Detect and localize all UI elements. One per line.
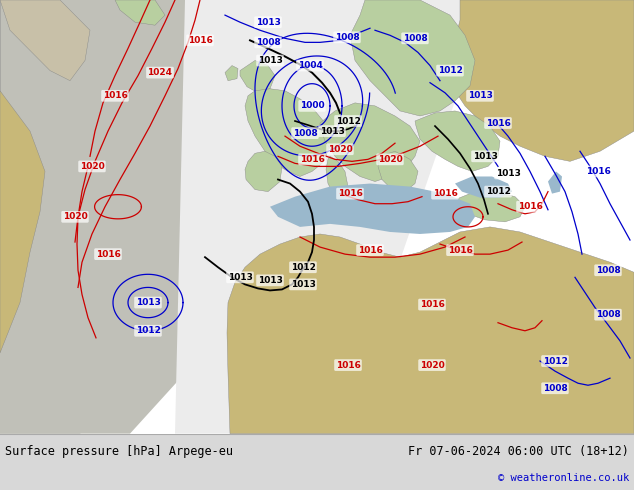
Text: 1013: 1013 — [257, 276, 282, 285]
Text: 1016: 1016 — [188, 36, 212, 45]
Polygon shape — [175, 0, 490, 434]
Polygon shape — [270, 184, 475, 234]
Text: © weatheronline.co.uk: © weatheronline.co.uk — [498, 473, 629, 483]
Text: 1008: 1008 — [335, 33, 359, 42]
Polygon shape — [450, 192, 525, 222]
Polygon shape — [245, 89, 330, 176]
Text: 1020: 1020 — [63, 212, 87, 221]
Polygon shape — [378, 151, 418, 192]
Text: 1016: 1016 — [358, 245, 382, 255]
Text: 1013: 1013 — [228, 273, 252, 282]
Polygon shape — [548, 172, 562, 194]
Text: 1008: 1008 — [293, 128, 318, 138]
Polygon shape — [0, 0, 295, 434]
Text: 1016: 1016 — [96, 249, 120, 259]
Text: 1020: 1020 — [328, 145, 353, 154]
Text: Surface pressure [hPa] Arpege-eu: Surface pressure [hPa] Arpege-eu — [5, 445, 233, 458]
Text: 1013: 1013 — [256, 18, 280, 26]
Polygon shape — [450, 0, 634, 161]
Text: 1016: 1016 — [299, 155, 325, 164]
Text: 1008: 1008 — [543, 384, 567, 393]
Text: 1013: 1013 — [136, 298, 160, 307]
Text: 1020: 1020 — [80, 162, 105, 171]
Text: 1016: 1016 — [337, 189, 363, 198]
Text: 1012: 1012 — [543, 357, 567, 366]
Text: 1020: 1020 — [420, 361, 444, 369]
Polygon shape — [115, 0, 165, 25]
Text: 1013: 1013 — [496, 169, 521, 178]
Text: 1020: 1020 — [378, 155, 403, 164]
Polygon shape — [455, 176, 512, 197]
Text: 1016: 1016 — [448, 245, 472, 255]
Text: 1013: 1013 — [320, 126, 344, 136]
Polygon shape — [0, 0, 320, 434]
Text: 1012: 1012 — [136, 326, 160, 335]
Polygon shape — [240, 60, 275, 93]
Text: 1016: 1016 — [335, 361, 361, 369]
Text: 1012: 1012 — [290, 263, 316, 272]
Text: 1012: 1012 — [486, 187, 510, 196]
Text: 1016: 1016 — [432, 189, 458, 198]
Text: 1008: 1008 — [403, 34, 427, 43]
Text: 1000: 1000 — [300, 101, 325, 110]
Text: 1016: 1016 — [420, 300, 444, 309]
Polygon shape — [326, 156, 348, 202]
Text: 1016: 1016 — [517, 202, 543, 211]
Text: 1016: 1016 — [586, 167, 611, 176]
Text: Fr 07-06-2024 06:00 UTC (18+12): Fr 07-06-2024 06:00 UTC (18+12) — [408, 445, 629, 458]
Polygon shape — [0, 0, 45, 353]
Text: 1016: 1016 — [486, 119, 510, 127]
Text: 1013: 1013 — [257, 56, 282, 65]
Text: 1012: 1012 — [335, 117, 361, 125]
Text: 1013: 1013 — [467, 91, 493, 100]
Text: 1024: 1024 — [148, 68, 172, 77]
Polygon shape — [245, 151, 282, 192]
Text: 1008: 1008 — [595, 310, 621, 319]
Polygon shape — [0, 0, 90, 81]
Text: 1013: 1013 — [290, 280, 316, 289]
Polygon shape — [350, 0, 475, 116]
Polygon shape — [415, 111, 500, 172]
Polygon shape — [320, 103, 420, 181]
Text: 1008: 1008 — [256, 38, 280, 47]
Polygon shape — [227, 227, 634, 434]
Text: 1008: 1008 — [595, 266, 621, 275]
Text: 1004: 1004 — [297, 61, 323, 70]
Text: 1012: 1012 — [437, 66, 462, 75]
Text: 1013: 1013 — [472, 152, 498, 161]
Text: 1016: 1016 — [103, 91, 127, 100]
Polygon shape — [225, 66, 238, 81]
